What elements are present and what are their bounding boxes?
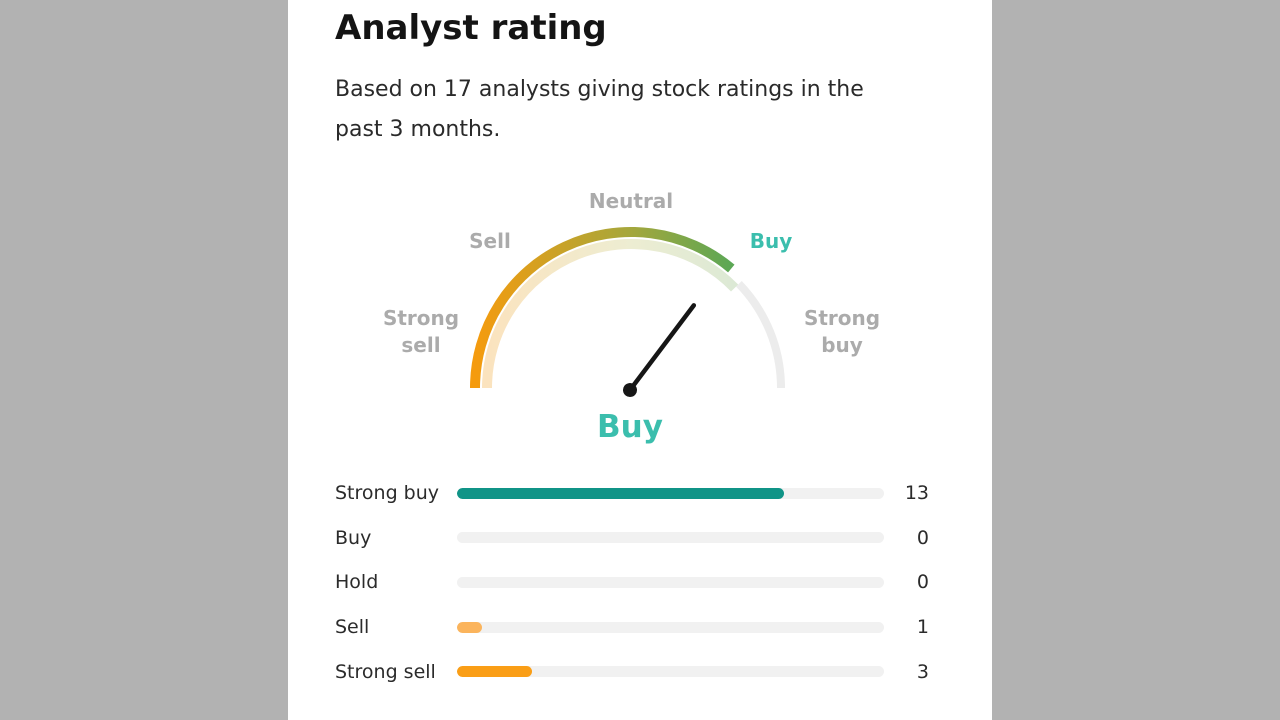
rating-row-label: Strong sell	[335, 660, 436, 683]
rating-row-value: 1	[916, 616, 929, 639]
rating-row: Strong buy 13	[335, 471, 929, 516]
gauge-needle	[622, 303, 697, 397]
rating-row-label: Strong buy	[335, 482, 440, 505]
rating-row: Buy 0	[335, 516, 929, 561]
gauge-label-neutral: Neutral	[588, 189, 674, 213]
rating-bar-fill	[457, 487, 784, 499]
rating-bar-fill	[457, 621, 483, 633]
subtitle: Based on 17 analysts giving stock rating…	[335, 70, 864, 150]
rating-bar-track	[457, 666, 884, 678]
rating-row-value: 0	[916, 571, 929, 594]
current-rating-text: Buy	[597, 409, 663, 445]
analyst-rating-card: Analyst rating Based on 17 analysts givi…	[288, 0, 992, 720]
page-title: Analyst rating	[335, 8, 607, 48]
rating-row-value: 13	[904, 482, 929, 505]
rating-bar-track	[457, 487, 884, 499]
rating-row: Sell 1	[335, 605, 929, 650]
ratings-list: Strong buy 13 Buy 0 Hold 0 Sell	[335, 471, 929, 694]
rating-row-label: Sell	[335, 616, 370, 639]
rating-row: Hold 0	[335, 560, 929, 605]
rating-gauge	[470, 226, 785, 397]
gauge-label-buy: Buy	[749, 229, 793, 253]
gauge-label-strong-buy: Strong buy	[803, 306, 881, 357]
gauge-arc-faded	[482, 239, 739, 389]
subtitle-line-1: Based on 17 analysts giving stock rating…	[335, 77, 864, 102]
rating-bar-track	[457, 576, 884, 588]
rating-bar-track	[457, 532, 884, 544]
rating-bar-fill	[457, 666, 533, 678]
rating-row: Strong sell 3	[335, 649, 929, 694]
gauge-arc-remainder	[736, 281, 785, 389]
subtitle-line-2: past 3 months.	[335, 117, 501, 142]
rating-row-value: 3	[916, 660, 929, 683]
gauge-label-sell: Sell	[469, 229, 511, 253]
rating-row-label: Buy	[335, 526, 372, 549]
rating-row-label: Hold	[335, 571, 379, 594]
gauge-arc-colored	[470, 226, 735, 389]
rating-row-value: 0	[916, 526, 929, 549]
gauge-label-strong-sell: Strong sell	[382, 306, 460, 357]
rating-bar-track	[457, 621, 884, 633]
